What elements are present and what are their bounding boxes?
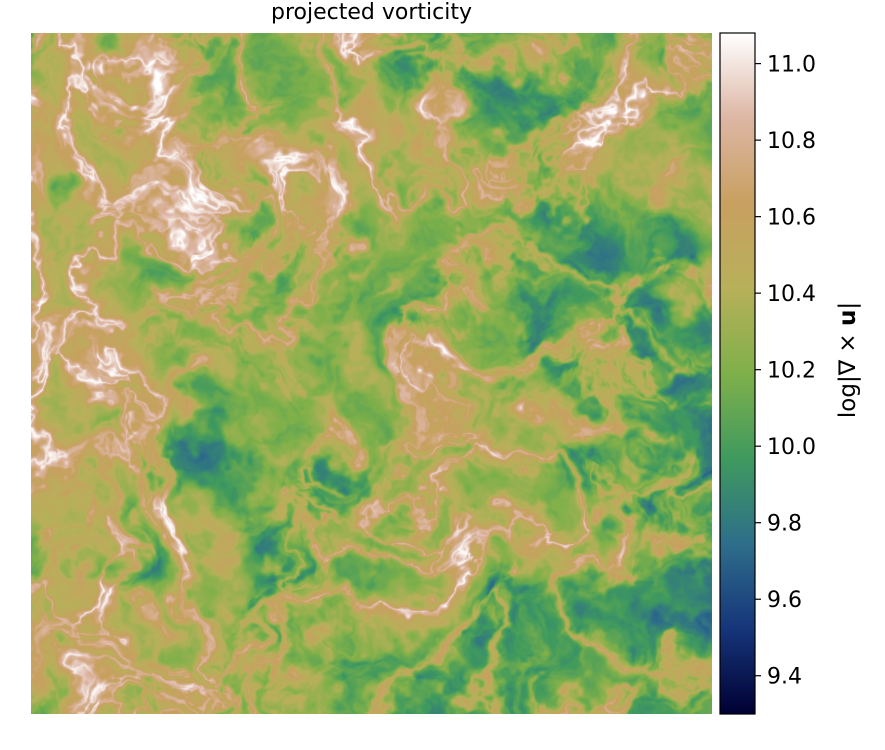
colorbar-tick-label: 9.6 <box>767 588 802 613</box>
colorbar-label-prefix: log|∇ × <box>835 326 861 418</box>
colorbar-tick-label: 10.6 <box>767 206 816 231</box>
colorbar-gradient <box>719 32 756 715</box>
colorbar-label-suffix: | <box>835 302 861 310</box>
colorbar-tick-label: 9.4 <box>767 665 802 690</box>
heatmap-image <box>31 33 712 714</box>
colorbar-tick-label: 10.8 <box>767 129 816 154</box>
chart-title: projected vorticity <box>271 0 472 25</box>
colorbar-tick-label: 11.0 <box>767 53 816 78</box>
colorbar-label: log|∇ × u| <box>835 302 861 418</box>
colorbar-label-symbol: u <box>835 310 861 326</box>
svg-text:log|∇ × u|: log|∇ × u| <box>835 302 861 418</box>
colorbar-tick-label: 9.8 <box>767 512 802 537</box>
